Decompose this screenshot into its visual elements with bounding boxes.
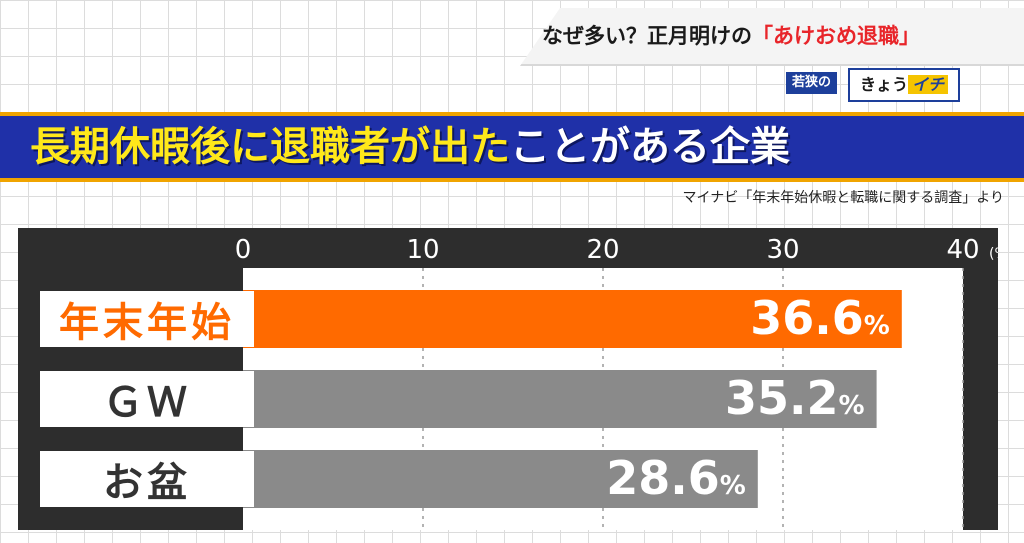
bar xyxy=(243,450,758,508)
headline-part2: ことがある企業 xyxy=(510,124,790,170)
show-logo: 若狭の きょう イチ xyxy=(786,68,1018,102)
logo-sub-label: 若狭の xyxy=(786,72,838,94)
x-tick-label: 10 xyxy=(406,235,439,265)
bar xyxy=(243,370,877,428)
logo-main-label: きょう イチ xyxy=(848,68,961,102)
logo-accent-text: イチ xyxy=(908,75,949,94)
headline-bar xyxy=(0,112,1024,182)
chart-frame: 0 10 20 30 40 (%) 36.6% 35.2% 28.6% 年末年始 ＧＷ お盆 xyxy=(18,228,998,530)
x-tick-label: 30 xyxy=(766,235,799,265)
category-label: ＧＷ xyxy=(40,371,254,427)
program-banner xyxy=(520,8,1024,66)
bar-value-label: 36.6% xyxy=(750,291,890,345)
headline: 長期休暇後に退職者が出たことがある企業 xyxy=(30,116,790,178)
x-tick-label: 20 xyxy=(586,235,619,265)
bar-value-label: 28.6% xyxy=(606,451,746,505)
x-tick-label: 0 xyxy=(235,235,252,265)
program-title: なぜ多い？正月明けの「あけおめ退職」 xyxy=(542,16,920,56)
x-axis-unit: (%) xyxy=(989,246,998,262)
bar-value-label: 35.2% xyxy=(725,371,865,425)
x-tick-label: 40 xyxy=(946,235,979,265)
bar-chart: 0 10 20 30 40 (%) 36.6% 35.2% 28.6% xyxy=(235,235,998,530)
source-citation: マイナビ「年末年始休暇と転職に関する調査」より xyxy=(682,190,1004,206)
category-label: 年末年始 xyxy=(40,291,254,347)
logo-main-text: きょう xyxy=(860,75,909,94)
program-title-prefix: なぜ多い？正月明けの xyxy=(542,24,752,48)
category-label: お盆 xyxy=(40,451,254,507)
headline-part1: 長期休暇後に退職者が出た xyxy=(30,124,510,170)
program-title-highlight: 「あけおめ退職」 xyxy=(752,24,920,48)
bar xyxy=(243,290,902,348)
